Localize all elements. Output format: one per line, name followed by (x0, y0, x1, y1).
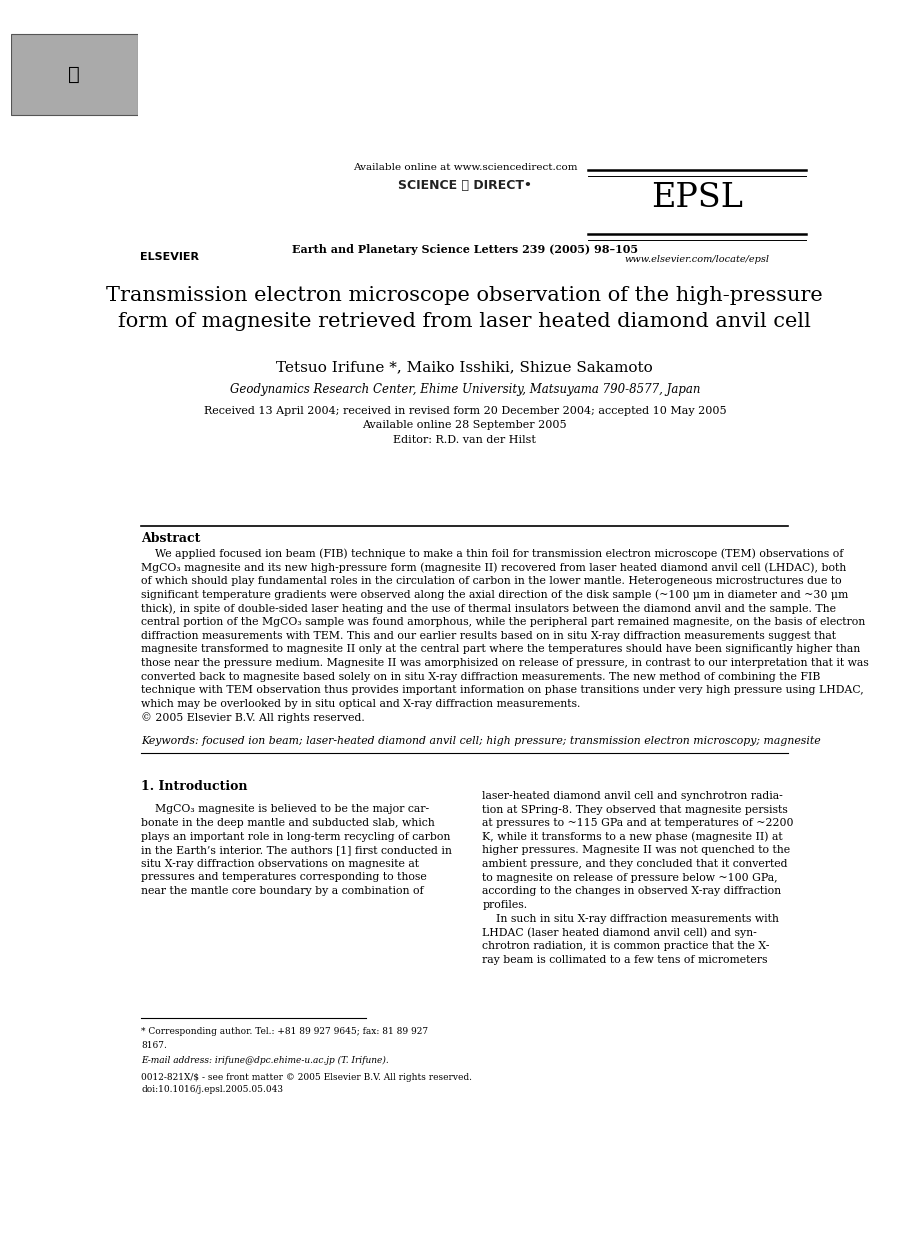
Text: 🌳: 🌳 (69, 64, 80, 83)
Text: those near the pressure medium. Magnesite II was amorphisized on release of pres: those near the pressure medium. Magnesit… (141, 657, 869, 669)
Text: laser-heated diamond anvil cell and synchrotron radia-: laser-heated diamond anvil cell and sync… (483, 791, 783, 801)
Text: central portion of the MgCO₃ sample was found amorphous, while the peripheral pa: central portion of the MgCO₃ sample was … (141, 617, 866, 628)
Text: magnesite transformed to magnesite II only at the central part where the tempera: magnesite transformed to magnesite II on… (141, 644, 861, 655)
Text: tion at SPring-8. They observed that magnesite persists: tion at SPring-8. They observed that mag… (483, 805, 788, 815)
Text: converted back to magnesite based solely on in situ X-ray diffraction measuremen: converted back to magnesite based solely… (141, 671, 821, 682)
Text: 0012-821X/$ - see front matter © 2005 Elsevier B.V. All rights reserved.: 0012-821X/$ - see front matter © 2005 El… (141, 1073, 473, 1082)
Text: Abstract: Abstract (141, 532, 200, 545)
Text: of which should play fundamental roles in the circulation of carbon in the lower: of which should play fundamental roles i… (141, 576, 842, 586)
Text: according to the changes in observed X-ray diffraction: according to the changes in observed X-r… (483, 886, 782, 896)
Text: In such in situ X-ray diffraction measurements with: In such in situ X-ray diffraction measur… (483, 914, 779, 924)
Text: to magnesite on release of pressure below ~100 GPa,: to magnesite on release of pressure belo… (483, 873, 778, 883)
Text: at pressures to ~115 GPa and at temperatures of ~2200: at pressures to ~115 GPa and at temperat… (483, 818, 794, 828)
Text: Available online 28 September 2005: Available online 28 September 2005 (363, 420, 567, 431)
Text: * Corresponding author. Tel.: +81 89 927 9645; fax: 81 89 927: * Corresponding author. Tel.: +81 89 927… (141, 1028, 429, 1036)
FancyBboxPatch shape (11, 33, 138, 115)
Text: doi:10.1016/j.epsl.2005.05.043: doi:10.1016/j.epsl.2005.05.043 (141, 1084, 284, 1093)
Text: Editor: R.D. van der Hilst: Editor: R.D. van der Hilst (394, 435, 536, 444)
Text: MgCO₃ magnesite and its new high-pressure form (magnesite II) recovered from las: MgCO₃ magnesite and its new high-pressur… (141, 562, 847, 573)
Text: thick), in spite of double-sided laser heating and the use of thermal insulators: thick), in spite of double-sided laser h… (141, 603, 836, 614)
Text: plays an important role in long-term recycling of carbon: plays an important role in long-term rec… (141, 832, 451, 842)
Text: bonate in the deep mantle and subducted slab, which: bonate in the deep mantle and subducted … (141, 818, 435, 828)
Text: We applied focused ion beam (FIB) technique to make a thin foil for transmission: We applied focused ion beam (FIB) techni… (141, 548, 844, 560)
Text: Transmission electron microscope observation of the high-pressure
form of magnes: Transmission electron microscope observa… (106, 286, 824, 332)
Text: Received 13 April 2004; received in revised form 20 December 2004; accepted 10 M: Received 13 April 2004; received in revi… (203, 406, 727, 416)
Text: SCIENCE ⓓ DIRECT•: SCIENCE ⓓ DIRECT• (398, 180, 532, 192)
Text: Keywords: focused ion beam; laser-heated diamond anvil cell; high pressure; tran: Keywords: focused ion beam; laser-heated… (141, 735, 821, 745)
Text: MgCO₃ magnesite is believed to be the major car-: MgCO₃ magnesite is believed to be the ma… (141, 805, 430, 815)
Text: K, while it transforms to a new phase (magnesite II) at: K, while it transforms to a new phase (m… (483, 832, 783, 842)
Text: technique with TEM observation thus provides important information on phase tran: technique with TEM observation thus prov… (141, 686, 864, 696)
Text: Available online at www.sciencedirect.com: Available online at www.sciencedirect.co… (353, 163, 577, 172)
Text: www.elsevier.com/locate/epsl: www.elsevier.com/locate/epsl (624, 255, 769, 265)
Text: higher pressures. Magnesite II was not quenched to the: higher pressures. Magnesite II was not q… (483, 846, 791, 855)
Text: 1. Introduction: 1. Introduction (141, 780, 248, 792)
Text: situ X-ray diffraction observations on magnesite at: situ X-ray diffraction observations on m… (141, 859, 420, 869)
Text: ambient pressure, and they concluded that it converted: ambient pressure, and they concluded tha… (483, 859, 788, 869)
Text: which may be overlooked by in situ optical and X-ray diffraction measurements.: which may be overlooked by in situ optic… (141, 699, 580, 709)
Text: © 2005 Elsevier B.V. All rights reserved.: © 2005 Elsevier B.V. All rights reserved… (141, 713, 366, 723)
Text: LHDAC (laser heated diamond anvil cell) and syn-: LHDAC (laser heated diamond anvil cell) … (483, 927, 757, 938)
Text: Tetsuo Irifune *, Maiko Isshiki, Shizue Sakamoto: Tetsuo Irifune *, Maiko Isshiki, Shizue … (277, 360, 653, 374)
Text: near the mantle core boundary by a combination of: near the mantle core boundary by a combi… (141, 886, 424, 896)
Text: in the Earth’s interior. The authors [1] first conducted in: in the Earth’s interior. The authors [1]… (141, 846, 453, 855)
Text: diffraction measurements with TEM. This and our earlier results based on in situ: diffraction measurements with TEM. This … (141, 630, 836, 641)
Text: ray beam is collimated to a few tens of micrometers: ray beam is collimated to a few tens of … (483, 954, 768, 964)
Text: Earth and Planetary Science Letters 239 (2005) 98–105: Earth and Planetary Science Letters 239 … (292, 244, 638, 255)
Text: pressures and temperatures corresponding to those: pressures and temperatures corresponding… (141, 873, 427, 883)
Text: ELSEVIER: ELSEVIER (140, 251, 200, 261)
Text: profiles.: profiles. (483, 900, 528, 910)
Text: chrotron radiation, it is common practice that the X-: chrotron radiation, it is common practic… (483, 941, 770, 951)
Text: EPSL: EPSL (651, 182, 743, 214)
Text: 8167.: 8167. (141, 1041, 168, 1050)
Text: Geodynamics Research Center, Ehime University, Matsuyama 790-8577, Japan: Geodynamics Research Center, Ehime Unive… (229, 383, 700, 396)
Text: significant temperature gradients were observed along the axial direction of the: significant temperature gradients were o… (141, 589, 849, 600)
Text: E-mail address: irifune@dpc.ehime-u.ac.jp (T. Irifune).: E-mail address: irifune@dpc.ehime-u.ac.j… (141, 1056, 389, 1065)
